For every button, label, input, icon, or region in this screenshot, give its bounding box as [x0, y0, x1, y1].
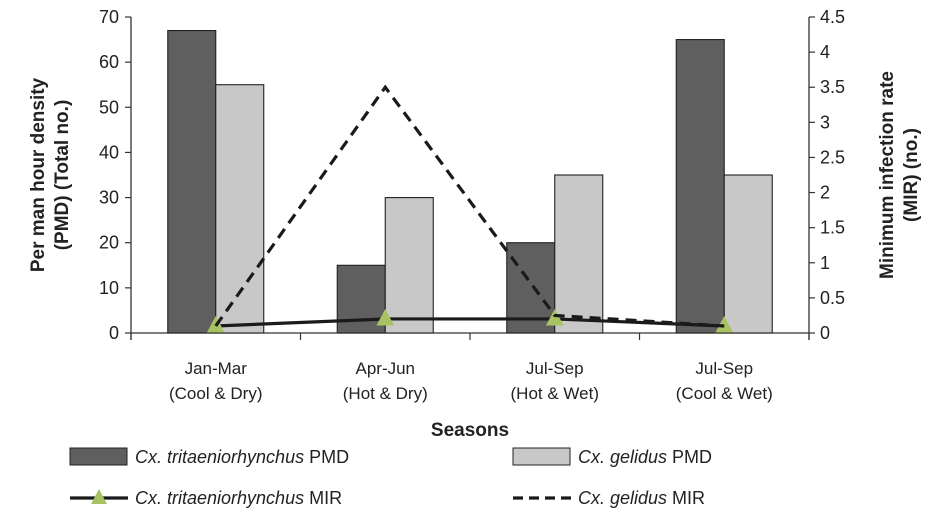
y-right-tick-label: 0.5	[820, 288, 845, 308]
bar	[384, 197, 434, 334]
category-label: (Cool & Dry)	[169, 384, 263, 403]
y-right-tick-label: 2	[820, 183, 830, 203]
labels-group: 0 10 20 30 40 50 60 70 0 0.5 1 1.5 2 2.5 3 3.5 4 4.5 Jan-M…	[28, 7, 922, 441]
legend-label: Cx. gelidus PMD	[578, 447, 712, 467]
bar	[675, 39, 725, 334]
bar	[554, 174, 604, 334]
category-label: Apr-Jun	[355, 359, 415, 378]
y-right-tick-label: 0	[820, 323, 830, 343]
mir-marker	[376, 308, 395, 326]
legend-swatch	[69, 447, 128, 466]
legend-swatch	[512, 447, 571, 466]
y-left-tick-label: 60	[99, 52, 119, 72]
y-right-tick-label: 1.5	[820, 218, 845, 238]
x-axis-title: Seasons	[431, 420, 509, 441]
legend-group: Cx. tritaeniorhynchus PMD Cx. gelidus PMD…	[69, 447, 712, 508]
category-label: (Hot & Wet)	[511, 384, 599, 403]
y-right-title: Minimum infection rate	[877, 71, 898, 279]
legend-label: Cx. gelidus MIR	[578, 488, 705, 508]
y-right-tick-label: 1	[820, 253, 830, 273]
y-left-tick-label: 0	[109, 323, 119, 343]
bars-group	[167, 29, 773, 334]
mir-line	[214, 84, 725, 328]
legend-marker	[91, 489, 107, 504]
y-left-tick-label: 10	[99, 278, 119, 298]
category-label: (Cool & Wet)	[676, 384, 773, 403]
legend-label: Cx. tritaeniorhynchus MIR	[135, 488, 342, 508]
mir-line	[215, 317, 725, 328]
y-left-tick-label: 20	[99, 233, 119, 253]
bar	[723, 174, 773, 334]
y-left-tick-label: 40	[99, 142, 119, 162]
y-left-tick-label: 50	[99, 97, 119, 117]
y-right-tick-label: 3	[820, 112, 830, 132]
y-left-tick-label: 70	[99, 7, 119, 27]
y-left-tick-label: 30	[99, 188, 119, 208]
legend-label: Cx. tritaeniorhynchus PMD	[135, 447, 349, 467]
y-right-tick-label: 4	[820, 42, 830, 62]
mir-marker	[545, 308, 564, 326]
category-label: Jan-Mar	[185, 359, 248, 378]
category-label: Jul-Sep	[695, 359, 753, 378]
category-label: Jul-Sep	[526, 359, 584, 378]
y-left-title: (PMD) (Total no.)	[52, 100, 73, 251]
bar	[167, 29, 217, 334]
category-label: (Hot & Dry)	[343, 384, 428, 403]
bar	[215, 84, 265, 334]
y-right-tick-label: 2.5	[820, 147, 845, 167]
y-right-tick-label: 3.5	[820, 77, 845, 97]
y-right-title: (MIR) (no.)	[901, 128, 922, 222]
y-right-tick-label: 4.5	[820, 7, 845, 27]
lines-group	[206, 84, 734, 333]
y-left-title: Per man hour density	[28, 77, 49, 272]
